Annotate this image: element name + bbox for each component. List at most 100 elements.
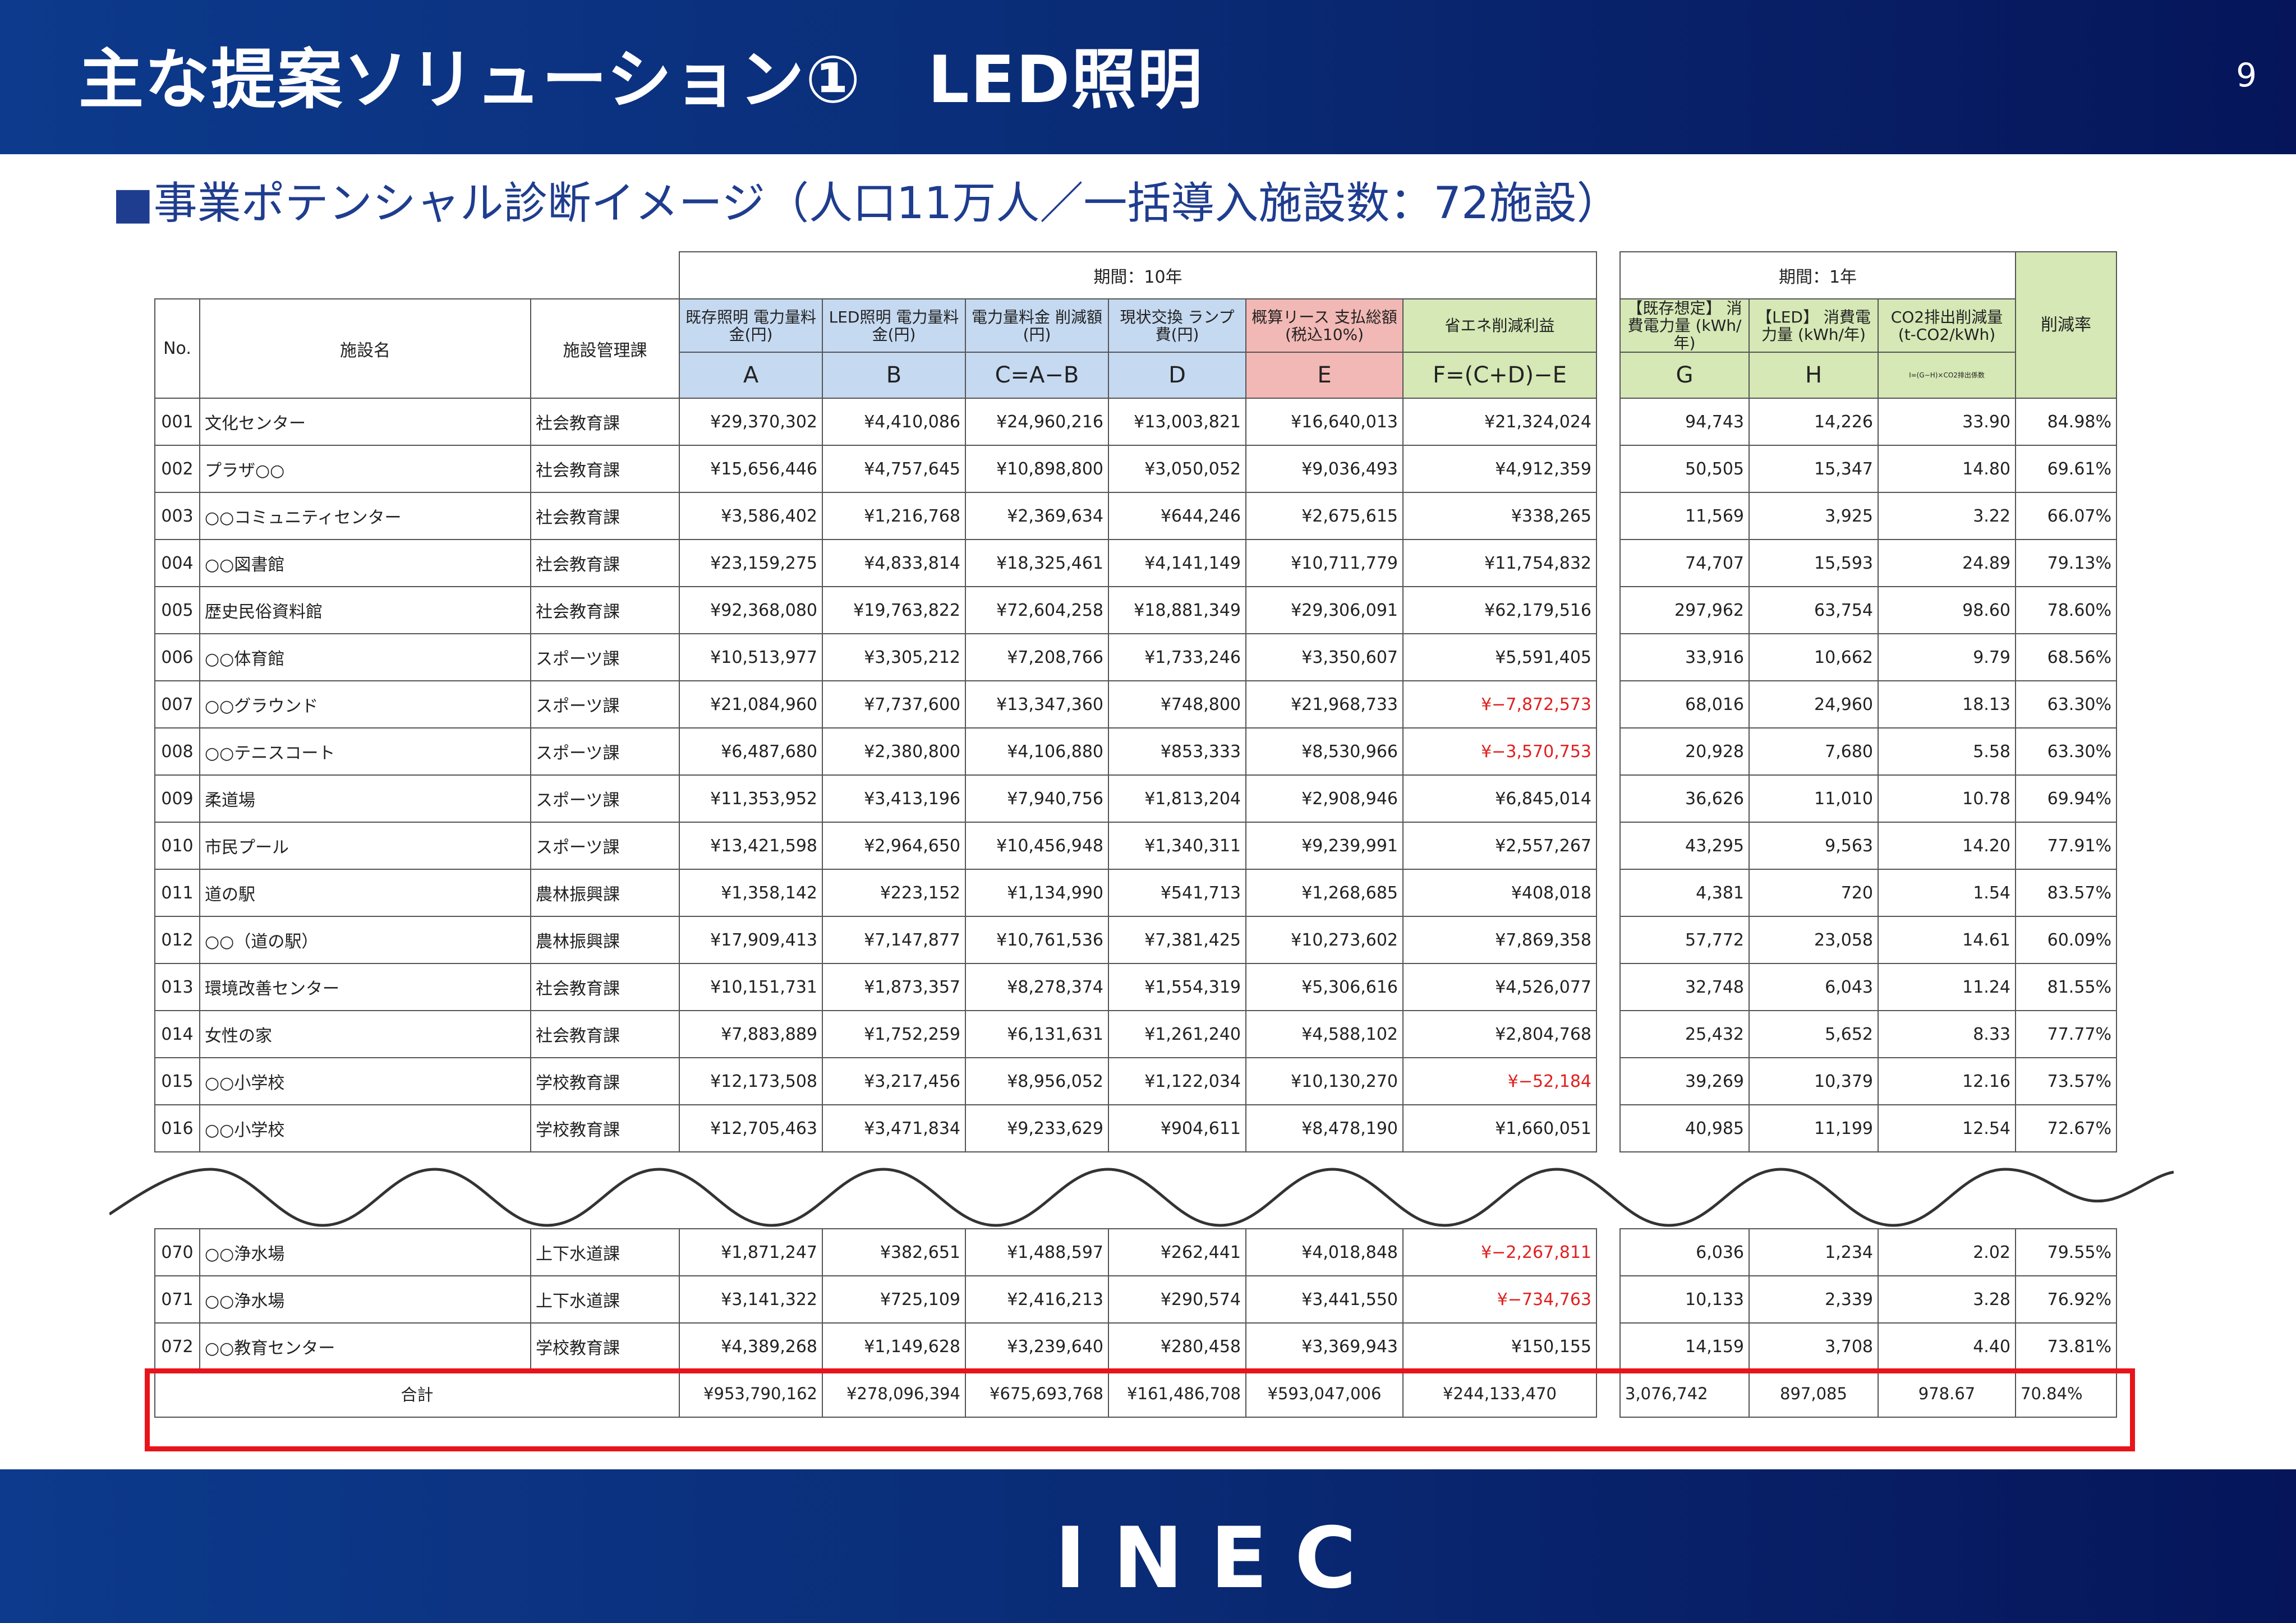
col-dept-header: 施設管理課 — [530, 298, 680, 399]
row-g: 43,295 — [1619, 822, 1750, 870]
row-h: 5,652 — [1749, 1010, 1879, 1058]
row-a: ¥1,871,247 — [679, 1228, 823, 1276]
row-f: ¥−52,184 — [1402, 1057, 1597, 1105]
row-rate: 72.67% — [2015, 1104, 2117, 1152]
row-no: 001 — [154, 398, 200, 446]
row-f: ¥21,324,024 — [1402, 398, 1597, 446]
row-h: 3,925 — [1749, 492, 1879, 540]
row-a: ¥13,421,598 — [679, 822, 823, 870]
col-b-header: LED照明 電力量料金(円) — [822, 298, 966, 353]
table-row: 015 ○○小学校 学校教育課 ¥12,173,508 ¥3,217,456 ¥8,956… — [154, 1057, 2117, 1105]
row-name: ○○小学校 — [199, 1057, 531, 1105]
row-i: 24.89 — [1878, 539, 2016, 587]
row-d: ¥1,733,246 — [1108, 633, 1246, 681]
row-name: 文化センター — [199, 398, 531, 446]
row-h: 10,662 — [1749, 633, 1879, 681]
row-c: ¥2,416,213 — [965, 1275, 1109, 1324]
row-name: 道の駅 — [199, 869, 531, 917]
row-c: ¥9,233,629 — [965, 1104, 1109, 1152]
row-c: ¥18,325,461 — [965, 539, 1109, 587]
total-i: 978.67 — [1878, 1370, 2016, 1418]
row-dept: スポーツ課 — [530, 774, 680, 823]
letter-g: G — [1619, 352, 1750, 399]
column-gap — [1596, 1011, 1621, 1058]
column-gap — [1596, 775, 1621, 822]
column-gap — [1596, 916, 1621, 963]
col-no-header: No. — [154, 298, 200, 399]
row-i: 8.33 — [1878, 1010, 2016, 1058]
omission-wave — [109, 1168, 2174, 1227]
total-a: ¥953,790,162 — [679, 1370, 823, 1418]
row-name: ○○グラウンド — [199, 680, 531, 728]
row-c: ¥8,278,374 — [965, 963, 1109, 1011]
row-no: 004 — [154, 539, 200, 587]
row-g: 50,505 — [1619, 445, 1750, 493]
col-a-header: 既存照明 電力量料金(円) — [679, 298, 823, 353]
row-f: ¥2,804,768 — [1402, 1010, 1597, 1058]
row-f: ¥150,155 — [1402, 1322, 1597, 1371]
row-rate: 68.56% — [2015, 633, 2117, 681]
row-d: ¥1,813,204 — [1108, 774, 1246, 823]
row-g: 14,159 — [1619, 1322, 1750, 1371]
row-e: ¥1,268,685 — [1245, 869, 1404, 917]
potential-table-bottom: 070 ○○浄水場 上下水道課 ¥1,871,247 ¥382,651 ¥1,488,59… — [154, 1228, 2117, 1418]
row-b: ¥1,149,628 — [822, 1322, 966, 1371]
row-i: 12.54 — [1878, 1104, 2016, 1152]
row-a: ¥6,487,680 — [679, 727, 823, 776]
letter-b: B — [822, 352, 966, 399]
row-b: ¥4,757,645 — [822, 445, 966, 493]
row-e: ¥9,036,493 — [1245, 445, 1404, 493]
row-g: 36,626 — [1619, 774, 1750, 823]
row-no: 007 — [154, 680, 200, 728]
row-b: ¥1,752,259 — [822, 1010, 966, 1058]
column-gap — [1596, 869, 1621, 916]
row-i: 10.78 — [1878, 774, 2016, 823]
row-i: 2.02 — [1878, 1228, 2016, 1276]
row-a: ¥12,705,463 — [679, 1104, 823, 1152]
row-h: 63,754 — [1749, 586, 1879, 634]
row-d: ¥904,611 — [1108, 1104, 1246, 1152]
row-g: 32,748 — [1619, 963, 1750, 1011]
row-i: 14.61 — [1878, 916, 2016, 964]
table-row: 014 女性の家 社会教育課 ¥7,883,889 ¥1,752,259 ¥6,131,6… — [154, 1010, 2117, 1058]
column-gap — [1596, 681, 1621, 728]
col-co2-header: CO2排出削減量 (t-CO2/kWh) — [1878, 298, 2016, 353]
row-b: ¥7,737,600 — [822, 680, 966, 728]
total-rate: 70.84% — [2015, 1370, 2117, 1418]
row-a: ¥15,656,446 — [679, 445, 823, 493]
total-d: ¥161,486,708 — [1108, 1370, 1246, 1418]
row-name: ○○浄水場 — [199, 1275, 531, 1324]
row-e: ¥2,908,946 — [1245, 774, 1404, 823]
row-dept: スポーツ課 — [530, 727, 680, 776]
column-gap — [1596, 1323, 1621, 1370]
row-h: 9,563 — [1749, 822, 1879, 870]
row-a: ¥17,909,413 — [679, 916, 823, 964]
row-c: ¥3,239,640 — [965, 1322, 1109, 1371]
row-f: ¥4,526,077 — [1402, 963, 1597, 1011]
row-rate: 84.98% — [2015, 398, 2117, 446]
row-no: 009 — [154, 774, 200, 823]
row-e: ¥8,478,190 — [1245, 1104, 1404, 1152]
row-h: 14,226 — [1749, 398, 1879, 446]
letter-c: C=A−B — [965, 352, 1109, 399]
row-dept: 学校教育課 — [530, 1057, 680, 1105]
row-d: ¥1,122,034 — [1108, 1057, 1246, 1105]
row-rate: 78.60% — [2015, 586, 2117, 634]
section-subtitle: ■事業ポテンシャル診断イメージ（人口11万人／一括導入施設数：72施設） — [112, 178, 1621, 229]
letter-e: E — [1245, 352, 1404, 399]
row-no: 008 — [154, 727, 200, 776]
row-c: ¥1,134,990 — [965, 869, 1109, 917]
table-row: 003 ○○コミュニティセンター 社会教育課 ¥3,586,402 ¥1,216,768… — [154, 492, 2117, 540]
table-row: 016 ○○小学校 学校教育課 ¥12,705,463 ¥3,471,834 ¥9,233… — [154, 1104, 2117, 1152]
row-d: ¥290,574 — [1108, 1275, 1246, 1324]
table-row: 008 ○○テニスコート スポーツ課 ¥6,487,680 ¥2,380,800 ¥4,1… — [154, 727, 2117, 776]
row-d: ¥280,458 — [1108, 1322, 1246, 1371]
row-a: ¥21,084,960 — [679, 680, 823, 728]
row-name: プラザ○○ — [199, 445, 531, 493]
row-h: 720 — [1749, 869, 1879, 917]
row-h: 10,379 — [1749, 1057, 1879, 1105]
row-d: ¥7,381,425 — [1108, 916, 1246, 964]
row-c: ¥7,208,766 — [965, 633, 1109, 681]
row-e: ¥3,369,943 — [1245, 1322, 1404, 1371]
row-d: ¥1,261,240 — [1108, 1010, 1246, 1058]
